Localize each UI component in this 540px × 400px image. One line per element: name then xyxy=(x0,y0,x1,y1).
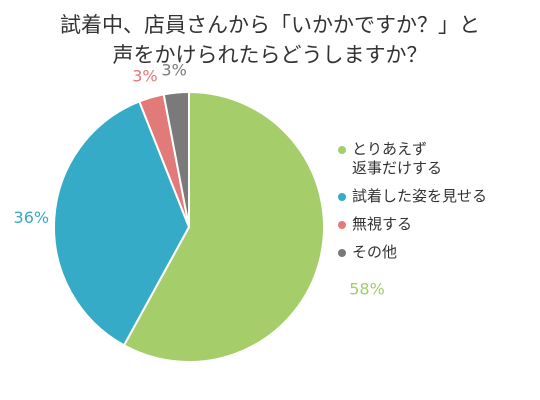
legend-label-reply-only-line-2: 返事だけする xyxy=(352,159,443,177)
data-label-reply-only: 58% xyxy=(349,279,385,298)
legend-item-other: その他 xyxy=(338,243,538,262)
legend-marker-ignore xyxy=(338,221,346,229)
data-label-other: 3% xyxy=(161,61,186,80)
legend-label-ignore: 無視する xyxy=(352,215,413,233)
legend-item-ignore: 無視する xyxy=(338,215,538,234)
legend-marker-show-outfit xyxy=(338,193,346,201)
chart-title-line-1: 試着中、店員さんから「いかかですか？」と xyxy=(60,13,480,37)
data-label-ignore: 3% xyxy=(132,66,157,85)
chart-title-line-2: 声をかけられたらどうしますか？ xyxy=(112,43,428,67)
legend-label-show-outfit: 試着した姿を見せる xyxy=(352,187,488,205)
data-label-show-outfit: 36% xyxy=(14,208,50,227)
legend-label-reply-only-line-1: とりあえず xyxy=(352,140,428,158)
chart-title: 試着中、店員さんから「いかかですか？」と 声をかけられたらどうしますか？ xyxy=(0,10,540,70)
legend-item-show-outfit: 試着した姿を見せる xyxy=(338,187,538,206)
legend-label-other: その他 xyxy=(352,243,398,261)
pie-slice-reply-only xyxy=(122,90,325,363)
pie-slice-show-outfit xyxy=(53,100,191,347)
legend-item-reply-only: とりあえず 返事だけする xyxy=(338,140,538,178)
legend: とりあえず 返事だけする 試着した姿を見せる 無視する その他 xyxy=(338,140,538,271)
pie-slice-other xyxy=(162,90,190,228)
legend-marker-reply-only xyxy=(338,146,346,154)
legend-marker-other xyxy=(338,249,346,257)
